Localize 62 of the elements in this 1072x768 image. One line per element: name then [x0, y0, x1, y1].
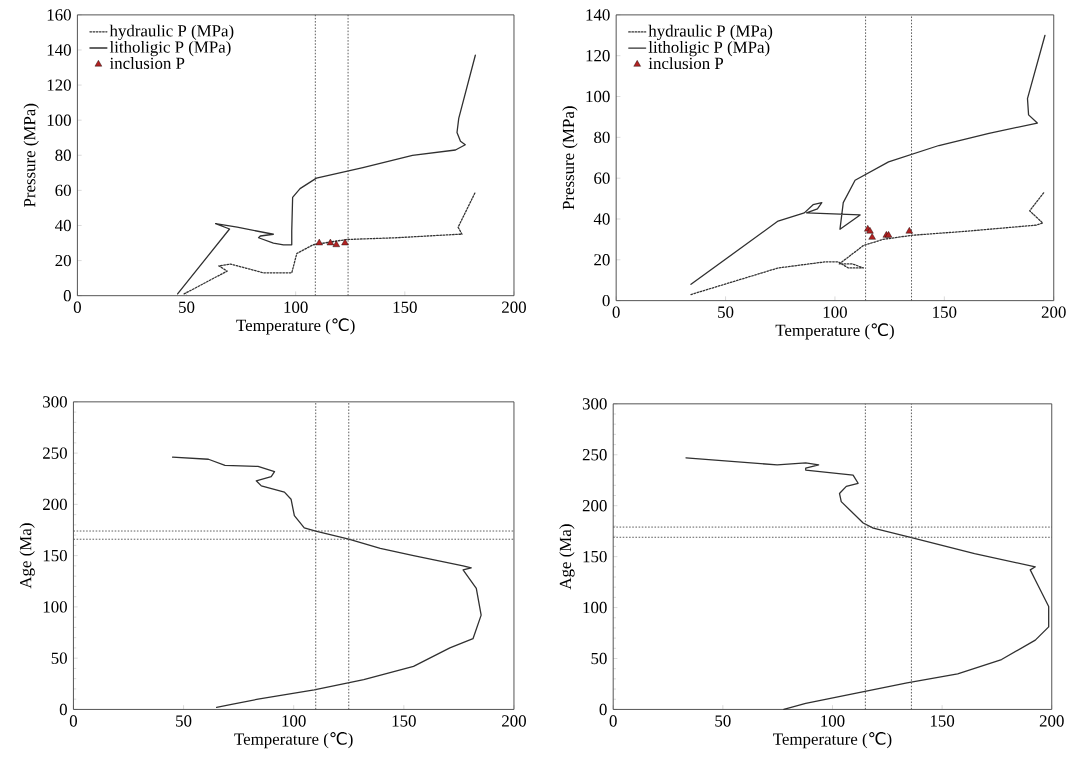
y-tick-label: 150: [43, 549, 67, 562]
x-tick-label: 200: [1041, 306, 1066, 318]
y-tick-label: 50: [51, 652, 67, 664]
y-tick-label: 200: [582, 500, 607, 512]
y-tick-label: 140: [586, 9, 610, 21]
x-axis-title: Temperature (℃): [775, 323, 894, 340]
y-tick-label: 60: [594, 172, 610, 184]
legend-label: hydraulic P (MPa): [109, 24, 234, 41]
y-tick-label: 200: [43, 498, 67, 511]
x-tick-label: 150: [933, 306, 957, 318]
y-tick-label: 300: [582, 398, 607, 410]
y-tick-label: 150: [583, 550, 607, 563]
y-tick-label: 20: [55, 254, 71, 267]
y-tick-label: 100: [586, 90, 610, 103]
y-tick-label: 140: [47, 44, 71, 56]
y-tick-label: 120: [47, 79, 71, 91]
y-tick-label: 100: [47, 114, 71, 126]
legend-label: litholigic P (MPa): [109, 40, 231, 57]
y-axis-title: Age (Ma): [19, 523, 35, 589]
y-tick-label: 60: [55, 184, 71, 197]
x-axis-title: Temperature (℃): [773, 732, 892, 749]
x-tick-label: 100: [282, 715, 306, 727]
x-tick-label: 0: [73, 301, 81, 313]
x-tick-label: 0: [612, 306, 620, 318]
y-axis-title: Age (Ma): [559, 524, 575, 590]
legend-label: inclusion P: [109, 57, 185, 69]
y-tick-label: 100: [583, 601, 607, 614]
y-tick-label: 50: [591, 652, 607, 665]
y-axis-title: Pressure (MPa): [23, 103, 39, 208]
x-axis-title: Temperature (℃): [236, 318, 355, 335]
x-tick-label: 150: [393, 301, 417, 313]
y-tick-label: 160: [47, 9, 71, 21]
y-tick-label: 100: [43, 601, 67, 613]
legend-label: hydraulic P (MPa): [648, 24, 773, 41]
y-tick-label: 120: [586, 50, 610, 62]
x-tick-label: 150: [392, 715, 416, 727]
y-axis-title: Pressure (MPa): [562, 106, 578, 210]
x-tick-label: 50: [718, 306, 734, 318]
x-tick-label: 100: [284, 301, 308, 313]
y-tick-label: 0: [63, 290, 71, 302]
y-tick-label: 80: [55, 149, 71, 161]
x-tick-label: 50: [715, 715, 731, 727]
x-tick-label: 200: [502, 301, 526, 313]
y-tick-label: 0: [599, 703, 607, 716]
x-tick-label: 100: [821, 715, 845, 727]
y-tick-label: 20: [594, 254, 610, 266]
x-axis-title: Temperature (℃): [234, 732, 353, 749]
y-tick-label: 80: [594, 131, 610, 144]
legend-label: litholigic P (MPa): [648, 41, 770, 57]
y-tick-label: 40: [55, 219, 71, 232]
x-tick-label: 150: [930, 715, 955, 727]
y-tick-label: 0: [59, 703, 67, 716]
x-tick-label: 50: [179, 301, 195, 313]
x-tick-label: 50: [176, 715, 192, 727]
y-tick-label: 300: [43, 396, 67, 408]
y-tick-label: 250: [43, 447, 67, 459]
y-tick-label: 250: [582, 449, 607, 461]
x-tick-label: 200: [502, 715, 526, 727]
legend-label: inclusion P: [648, 57, 724, 70]
y-tick-label: 40: [593, 213, 610, 225]
x-tick-label: 200: [1039, 715, 1064, 727]
x-tick-label: 100: [823, 306, 847, 318]
